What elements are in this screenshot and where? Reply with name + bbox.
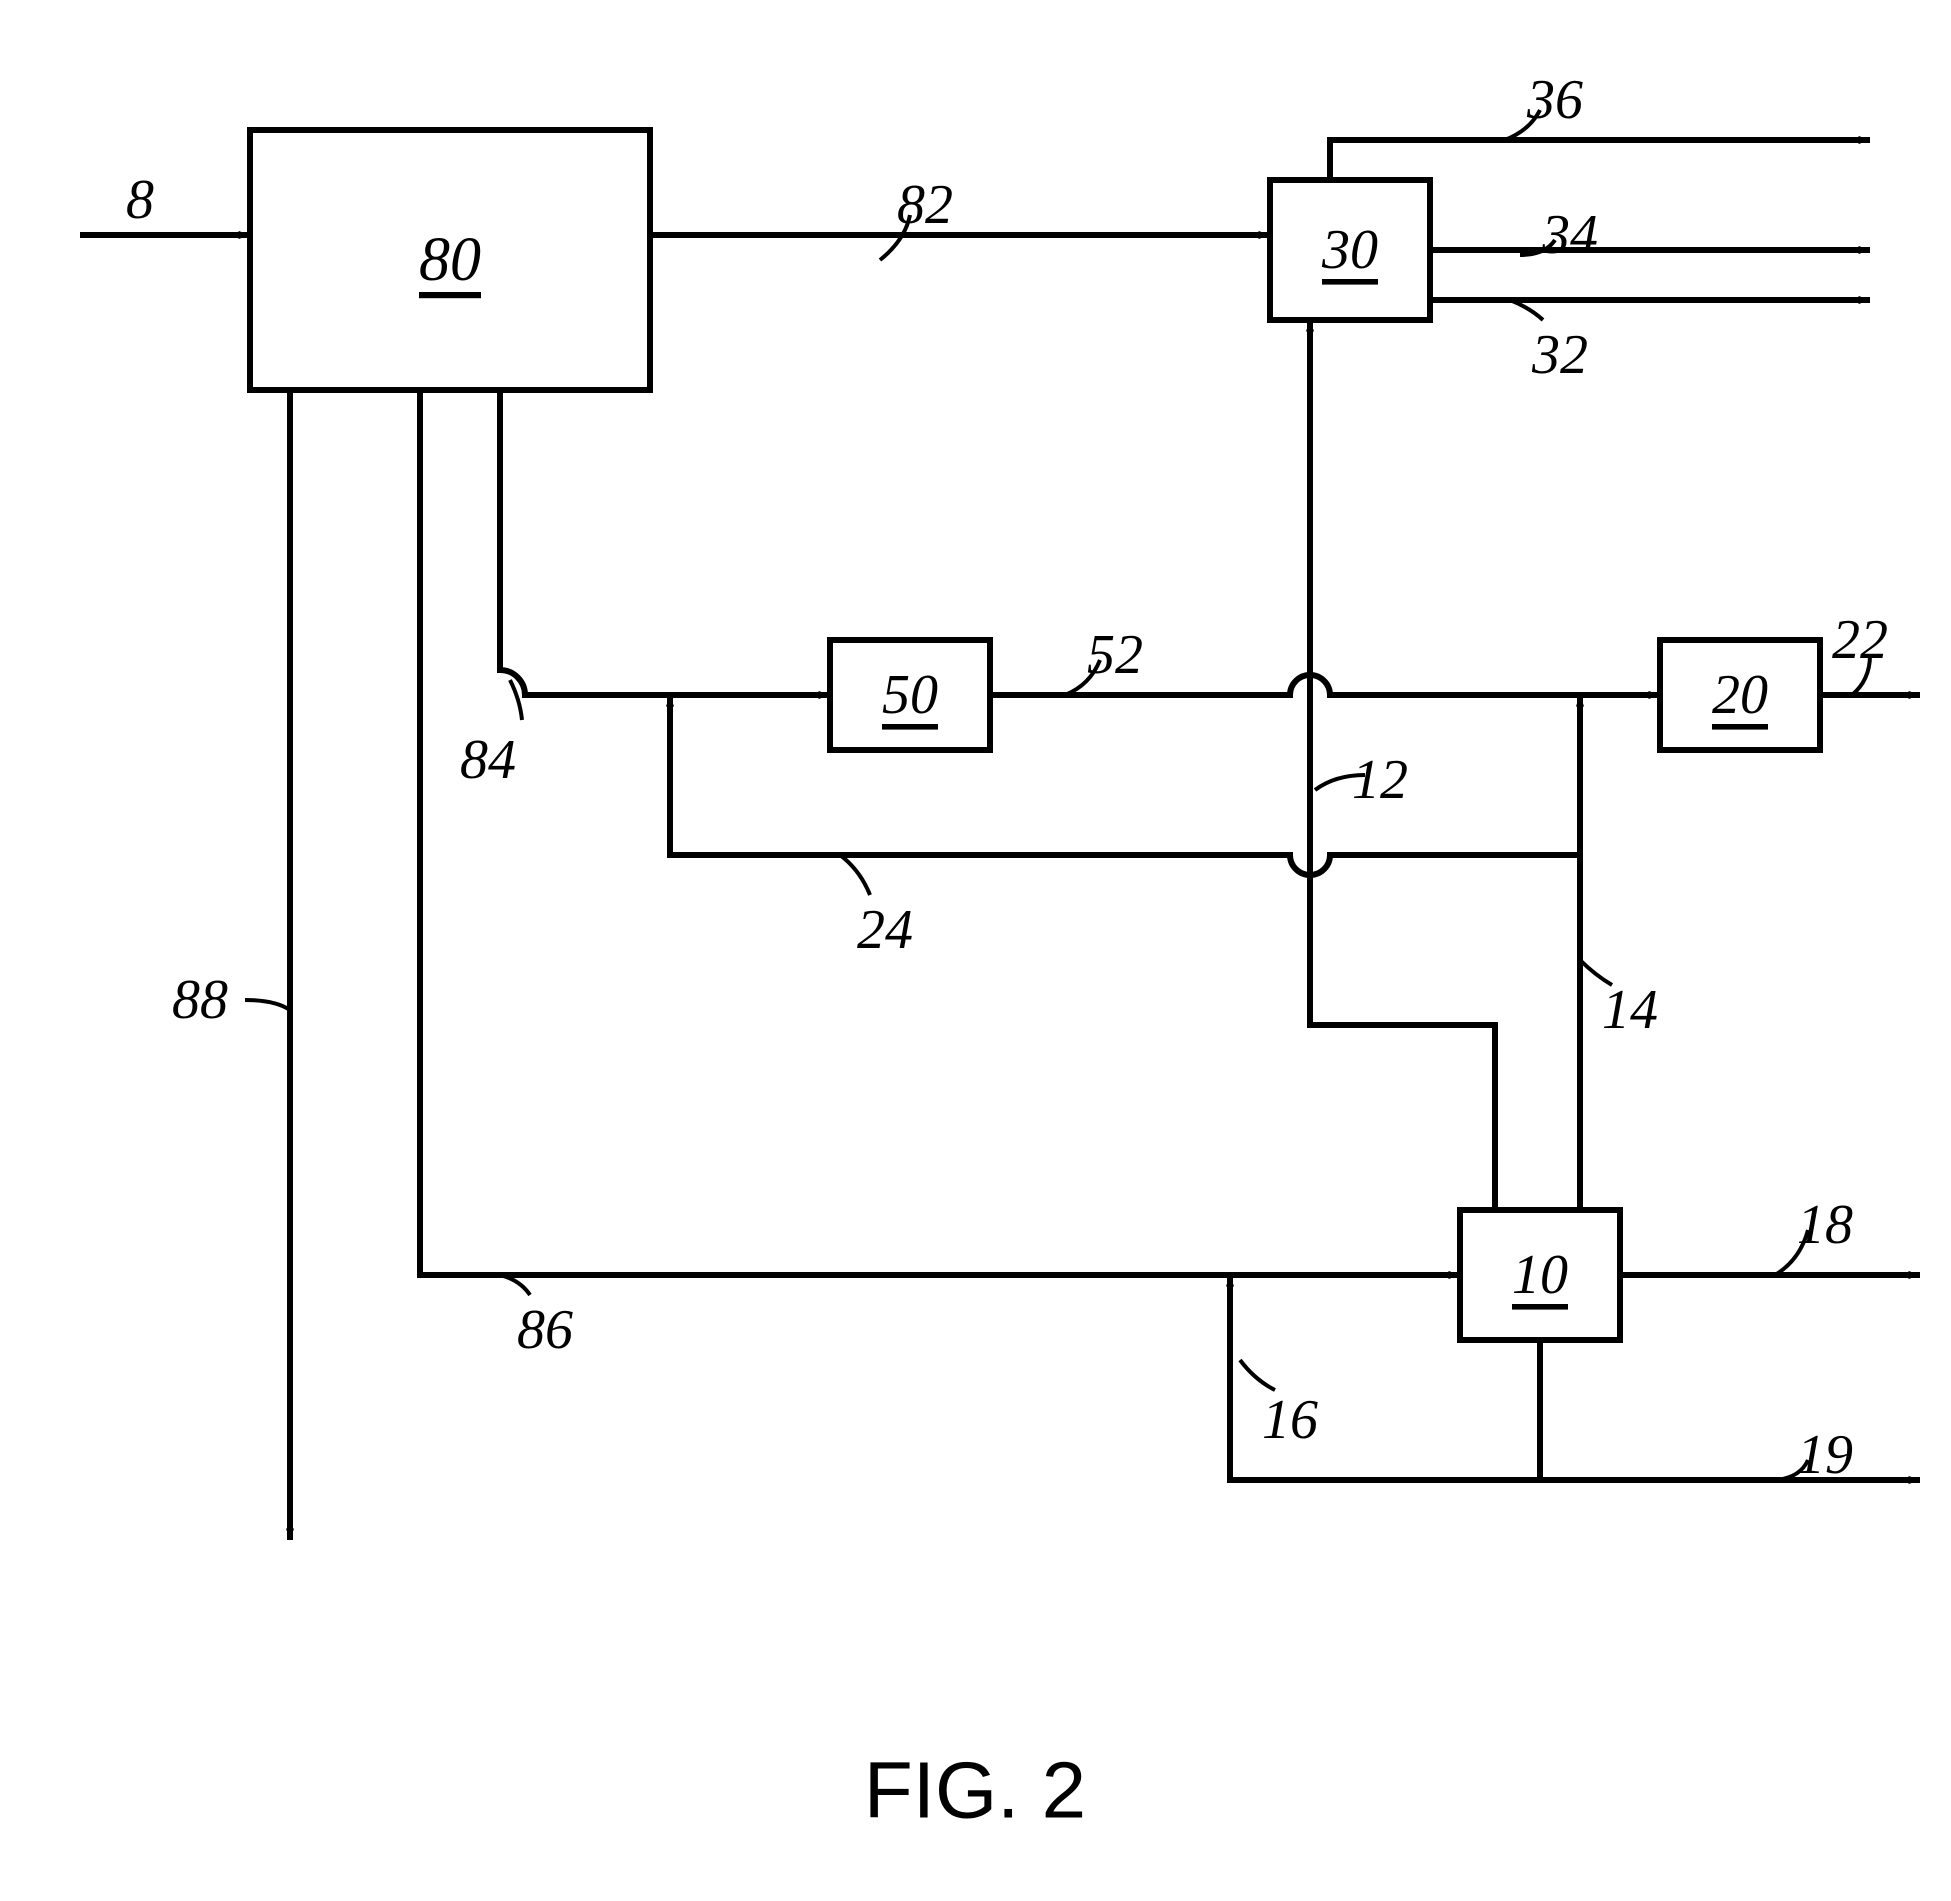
- label-32: 32: [1531, 324, 1588, 386]
- label-22: 22: [1832, 609, 1888, 671]
- flow-86: [420, 390, 1460, 1275]
- label-86: 86: [517, 1299, 573, 1361]
- block-label-30: 30: [1321, 219, 1378, 281]
- label-16: 16: [1262, 1389, 1318, 1451]
- flow-84: [500, 390, 830, 695]
- block-label-80: 80: [419, 226, 481, 294]
- leadline-ll88: [245, 1000, 290, 1010]
- flow-36: [1330, 140, 1870, 180]
- label-36: 36: [1526, 69, 1583, 131]
- label-88: 88: [172, 969, 228, 1031]
- flow-19: [1540, 1340, 1920, 1480]
- label-19: 19: [1797, 1424, 1853, 1486]
- label-24: 24: [857, 899, 913, 961]
- leadline-ll16: [1240, 1360, 1275, 1390]
- label-14: 14: [1602, 979, 1658, 1041]
- figure-caption: FIG. 2: [864, 1746, 1086, 1835]
- label-84: 84: [460, 729, 516, 791]
- block-label-10: 10: [1512, 1244, 1568, 1306]
- block-label-20: 20: [1712, 664, 1768, 726]
- label-12: 12: [1352, 749, 1408, 811]
- label-18: 18: [1797, 1194, 1853, 1256]
- leadline-ll24: [840, 855, 870, 895]
- label-52: 52: [1087, 624, 1143, 686]
- flow-24: [670, 695, 1580, 875]
- label-34: 34: [1541, 204, 1598, 266]
- label-8: 8: [126, 169, 154, 231]
- label-82: 82: [897, 174, 953, 236]
- block-label-50: 50: [882, 664, 938, 726]
